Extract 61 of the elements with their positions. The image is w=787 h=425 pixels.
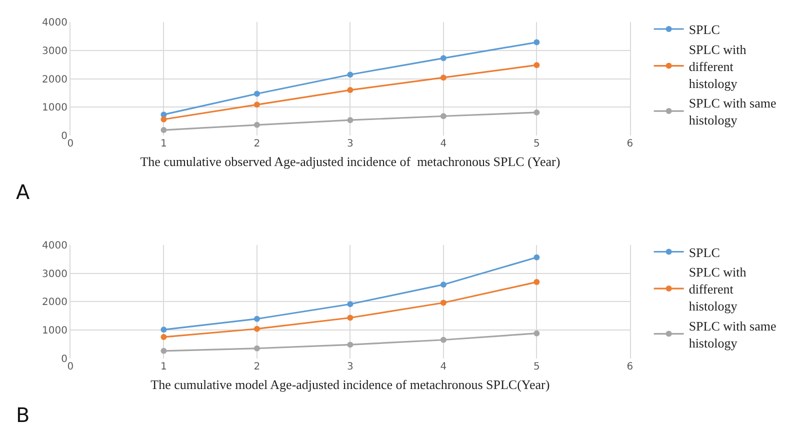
y-tick-label: 0 xyxy=(61,354,68,365)
point xyxy=(440,300,446,306)
point xyxy=(160,116,167,122)
x-tick-label: 6 xyxy=(626,138,634,150)
legend-label: SPLC with different histology xyxy=(688,264,747,314)
point xyxy=(347,117,354,124)
x-tick-label: 4 xyxy=(440,361,447,372)
point xyxy=(534,254,540,260)
point xyxy=(254,316,260,322)
point xyxy=(534,62,540,68)
point xyxy=(347,301,354,308)
x-tick-label: 3 xyxy=(347,138,354,150)
text: B xyxy=(16,403,30,425)
y-tick-label: 4000 xyxy=(42,18,68,29)
x-tick-label: 4 xyxy=(440,138,447,150)
point xyxy=(534,39,540,46)
point xyxy=(440,282,446,288)
point xyxy=(440,55,446,62)
point xyxy=(347,87,354,94)
x-tick-label: 5 xyxy=(533,361,540,372)
x-tick-label: 1 xyxy=(160,361,167,372)
y-tick-label: 2000 xyxy=(42,297,68,308)
y-tick-label: 4000 xyxy=(42,240,68,252)
y-tick-label: 3000 xyxy=(42,268,68,280)
point xyxy=(534,109,540,116)
y-tick-label: 0 xyxy=(61,131,68,142)
point xyxy=(254,345,260,352)
point xyxy=(440,336,446,343)
legend-label: SPLC with same histology xyxy=(688,96,776,128)
legend-label: SPLC with same histology xyxy=(688,318,776,350)
point xyxy=(254,102,260,108)
point xyxy=(160,127,167,134)
point xyxy=(534,279,540,286)
x-tick-label: 6 xyxy=(626,361,634,372)
point xyxy=(347,314,354,321)
x-axis-title: The cumulative observed Age-adjusted incidence of metachronous SPLC (Year) xyxy=(140,154,560,170)
y-tick-label: 1000 xyxy=(42,102,68,114)
point xyxy=(160,326,167,333)
y-tick-label: 1000 xyxy=(42,325,68,336)
point xyxy=(254,122,260,128)
legend-label: SPLC with different histology xyxy=(688,42,747,91)
x-tick-label: 1 xyxy=(160,138,167,150)
x-axis-title: The cumulative model Age-adjusted incidence of metachronous SPLC(Year) xyxy=(150,376,550,392)
point xyxy=(534,330,540,336)
point xyxy=(254,90,260,97)
x-tick-label: 2 xyxy=(254,138,260,150)
x-tick-label: 2 xyxy=(254,361,260,372)
text: A xyxy=(16,180,30,204)
point xyxy=(347,72,354,78)
point xyxy=(254,326,260,332)
legend-label: SPLC xyxy=(688,22,720,38)
point xyxy=(440,74,446,81)
x-tick-label: 5 xyxy=(533,138,540,150)
point xyxy=(347,342,354,348)
y-tick-label: 2000 xyxy=(42,74,68,86)
legend-label: SPLC xyxy=(688,244,720,260)
point xyxy=(440,113,446,120)
x-tick-label: 3 xyxy=(347,361,354,372)
point xyxy=(160,334,167,340)
point xyxy=(160,348,167,354)
y-tick-label: 3000 xyxy=(42,46,68,57)
